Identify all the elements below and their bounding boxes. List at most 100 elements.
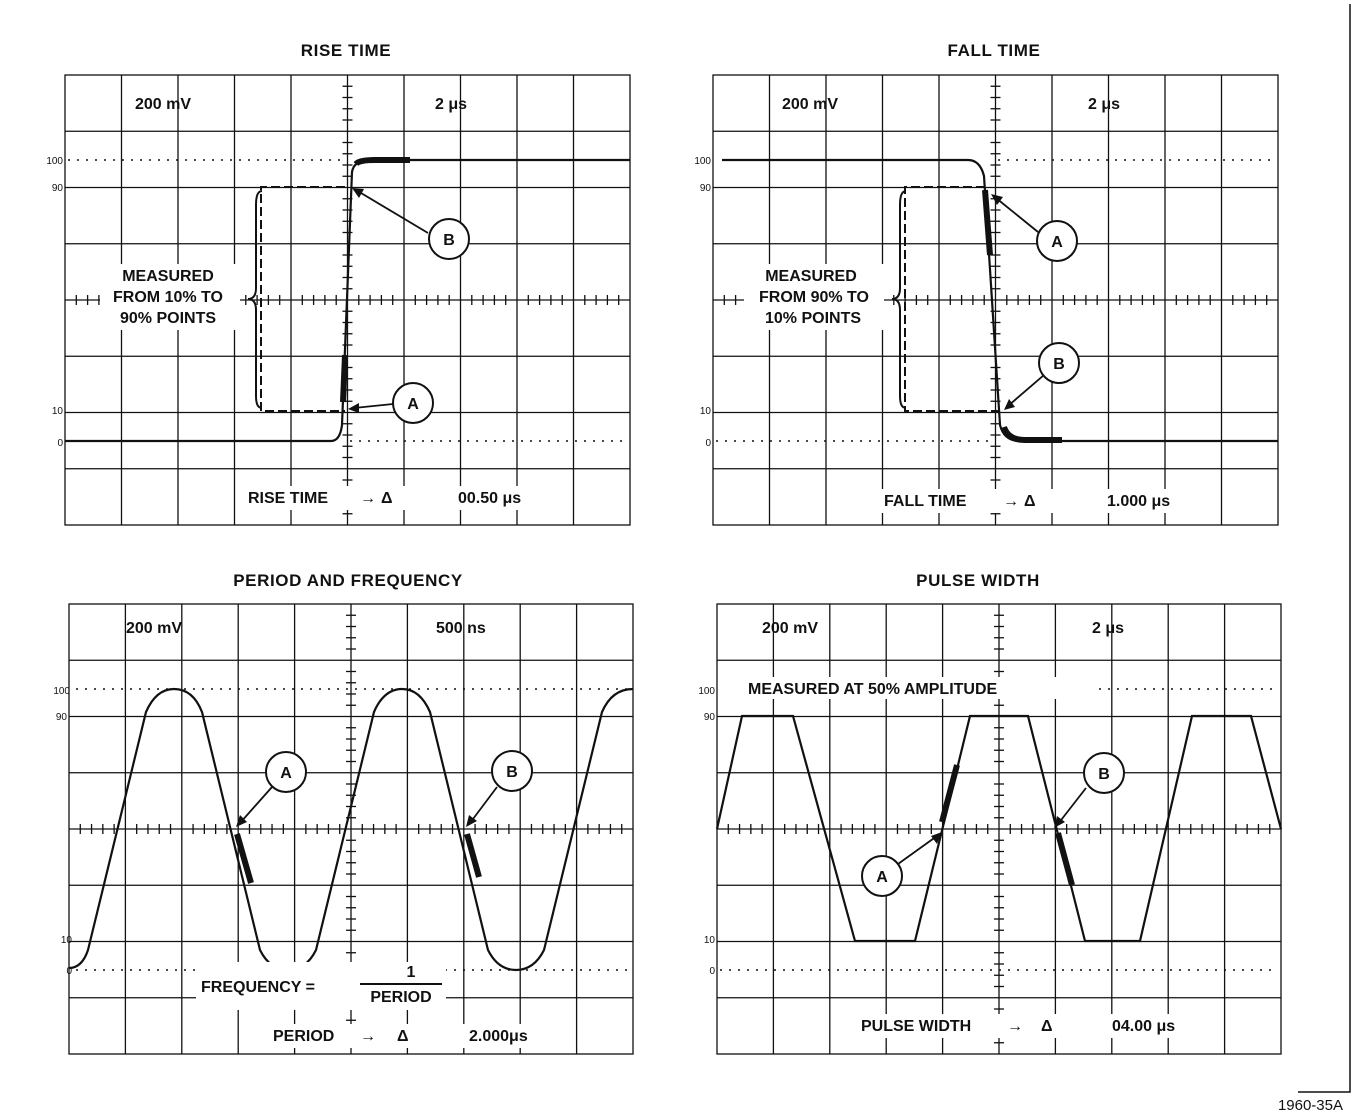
level-label-10: 10	[61, 935, 73, 946]
note-line-3: 90% POINTS	[120, 310, 216, 327]
measurement-bracket	[260, 186, 345, 412]
trapezoid-waveform	[715, 714, 1283, 943]
level-label-0: 0	[66, 966, 72, 977]
marker-b: B	[466, 750, 533, 827]
marker-label: A	[876, 869, 888, 886]
note-line-1: MEASURED	[765, 268, 857, 285]
panel-title: PULSE WIDTH	[916, 571, 1040, 590]
sine-waveform	[68, 687, 634, 972]
note-line-3: 10% POINTS	[765, 310, 861, 327]
arrow-glyph: →	[1003, 493, 1019, 510]
panel-pulse-width: PULSE WIDTH 100 90 10 0 MEASURED AT 50% …	[698, 571, 1283, 1055]
graticule	[716, 603, 1282, 1055]
highlight-top	[353, 157, 410, 167]
panel-period-frequency: PERIOD AND FREQUENCY 100 90 10 0 200 mV …	[53, 571, 634, 1055]
level-label-90: 90	[704, 712, 716, 723]
time-per-div: 2 μs	[1088, 96, 1120, 113]
marker-label: A	[280, 765, 292, 782]
note-line-1: MEASURED	[122, 268, 214, 285]
highlight-a	[340, 354, 348, 403]
note-line-2: FROM 10% TO	[113, 289, 223, 306]
figure-id: 1960-35A	[1278, 1097, 1343, 1114]
brace	[247, 190, 263, 409]
note-text: MEASURED AT 50% AMPLITUDE	[748, 681, 998, 698]
level-label-100: 100	[694, 156, 711, 167]
readout-value: 04.00 μs	[1112, 1018, 1175, 1035]
marker-label: B	[506, 764, 518, 781]
measurement-note: MEASURED FROM 10% TO 90% POINTS	[100, 264, 240, 330]
arrow-glyph: →	[360, 1028, 376, 1045]
measurement-bracket	[904, 186, 1000, 412]
level-label-90: 90	[56, 712, 68, 723]
dotted-levels	[68, 159, 628, 442]
level-label-90: 90	[700, 183, 712, 194]
highlight-a	[982, 189, 993, 256]
readout: FALL TIME → Δ 1.000 μs	[877, 489, 1193, 513]
volts-per-div: 200 mV	[126, 620, 182, 637]
delta-symbol: Δ	[1041, 1018, 1053, 1035]
readout-value: 00.50 μs	[458, 490, 521, 507]
graticule	[712, 74, 1279, 526]
marker-b: B	[1004, 342, 1080, 410]
marker-a: A	[236, 751, 307, 827]
marker-a: A	[348, 382, 434, 424]
highlight-b	[464, 833, 482, 878]
level-label-100: 100	[46, 156, 63, 167]
level-label-10: 10	[704, 935, 716, 946]
highlight-b	[1055, 832, 1075, 886]
level-label-0: 0	[57, 438, 63, 449]
level-label-10: 10	[700, 406, 712, 417]
readout-label: FALL TIME	[884, 493, 967, 510]
graticule-level-labels: 100 90 10 0	[46, 156, 63, 449]
time-per-div: 500 ns	[436, 620, 486, 637]
measurement-note: MEASURED FROM 90% TO 10% POINTS	[744, 264, 884, 330]
delta-symbol: Δ	[381, 490, 393, 507]
marker-label: A	[407, 396, 419, 413]
arrow-glyph: →	[1007, 1018, 1023, 1035]
level-label-10: 10	[52, 406, 64, 417]
panel-rise-time: RISE TIME 100 90 10 0 200 mV 2 μs B	[46, 41, 631, 526]
readout-value: 2.000μs	[469, 1028, 528, 1045]
marker-label: B	[1053, 356, 1065, 373]
level-label-90: 90	[52, 183, 64, 194]
readout-value: 1.000 μs	[1107, 493, 1170, 510]
time-per-div: 2 μs	[1092, 620, 1124, 637]
graticule-level-labels: 100 90 10 0	[698, 686, 715, 977]
marker-b: B	[1054, 752, 1125, 828]
level-label-100: 100	[698, 686, 715, 697]
graticule-level-labels: 100 90 10 0	[53, 686, 72, 977]
fraction-numerator: 1	[407, 964, 416, 981]
marker-b: B	[352, 188, 470, 260]
arrow-glyph: →	[360, 490, 376, 507]
panel-fall-time: FALL TIME 100 90 10 0 200 mV 2 μs A	[694, 41, 1279, 526]
figure-border	[1298, 4, 1351, 1093]
brace	[891, 190, 907, 409]
marker-label: A	[1051, 234, 1063, 251]
marker-a: A	[861, 832, 942, 897]
readout: RISE TIME → Δ 00.50 μs	[240, 486, 550, 510]
level-label-0: 0	[705, 438, 711, 449]
frequency-label: FREQUENCY =	[201, 979, 315, 996]
dotted-levels	[716, 159, 1276, 442]
volts-per-div: 200 mV	[762, 620, 818, 637]
readout-label: PULSE WIDTH	[861, 1018, 971, 1035]
frequency-formula: FREQUENCY = 1 PERIOD	[196, 962, 446, 1010]
highlight-bottom	[1001, 425, 1062, 443]
delta-symbol: Δ	[397, 1028, 409, 1045]
graticule-level-labels: 100 90 10 0	[694, 156, 711, 449]
volts-per-div: 200 mV	[782, 96, 838, 113]
readout-label: PERIOD	[273, 1028, 334, 1045]
dotted-levels	[720, 688, 1278, 971]
amplitude-note: MEASURED AT 50% AMPLITUDE	[740, 677, 1092, 699]
level-label-0: 0	[709, 966, 715, 977]
marker-label: B	[443, 232, 455, 249]
panel-title: PERIOD AND FREQUENCY	[233, 571, 463, 590]
panel-title: FALL TIME	[948, 41, 1041, 60]
highlight-a	[939, 764, 960, 823]
level-label-100: 100	[53, 686, 70, 697]
panel-title: RISE TIME	[301, 41, 391, 60]
note-line-2: FROM 90% TO	[759, 289, 869, 306]
volts-per-div: 200 mV	[135, 96, 191, 113]
readout: PULSE WIDTH → Δ 04.00 μs	[855, 1014, 1195, 1038]
